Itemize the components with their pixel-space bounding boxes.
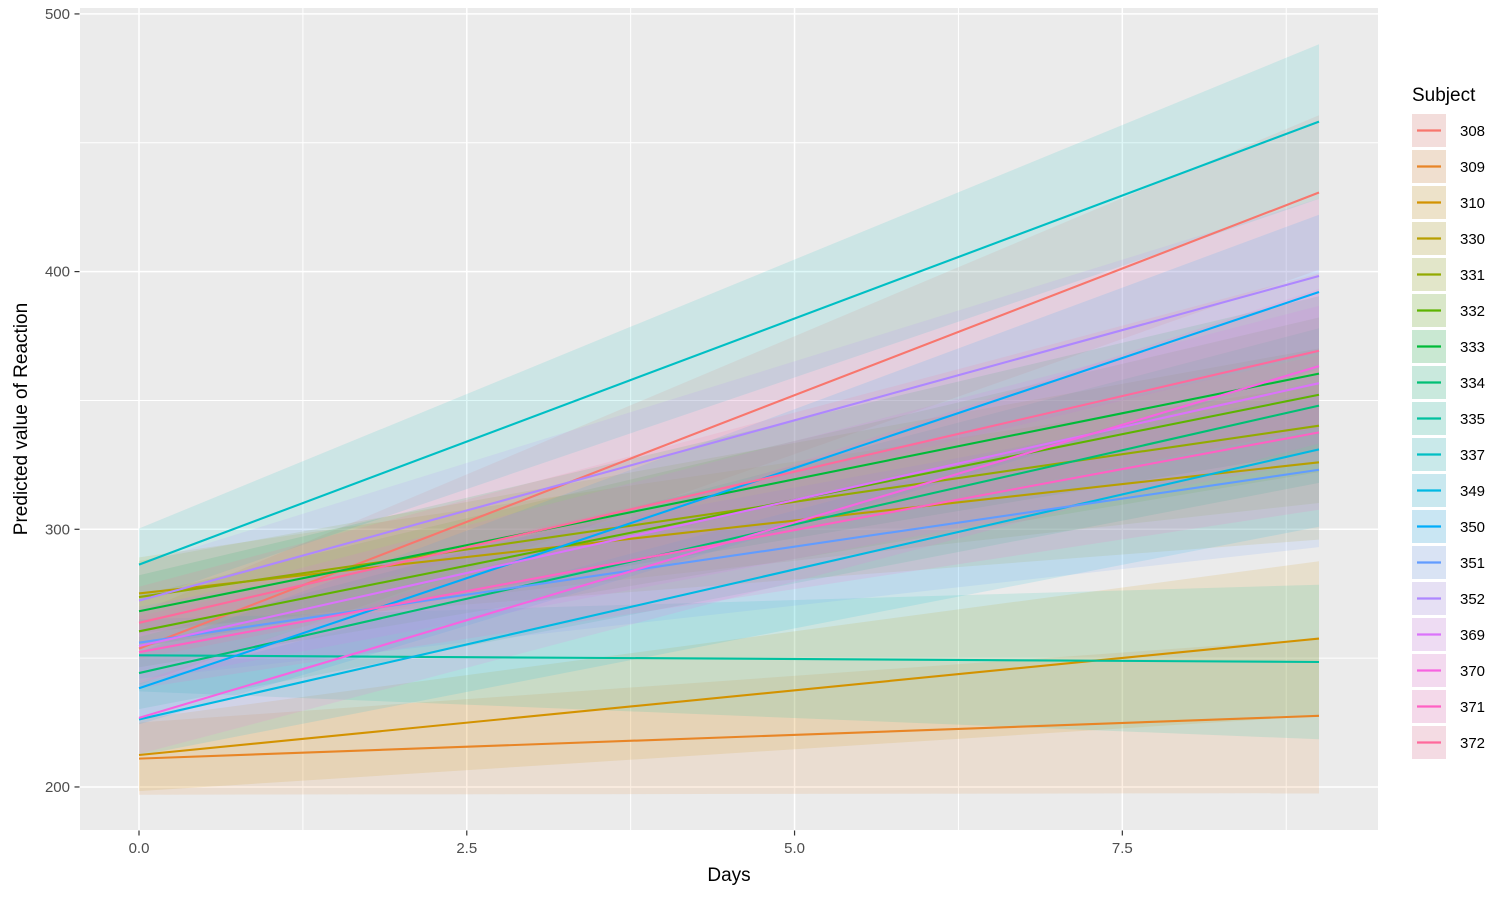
y-tick-label: 200 [45,779,70,796]
legend-item-335: 335 [1412,402,1485,435]
fit-line-subject-349 [138,448,1320,721]
legend-item-310: 310 [1412,186,1485,219]
y-tick-label: 300 [45,521,70,538]
ci-ribbon-370 [139,288,1319,754]
ci-ribbon-337 [139,44,1319,601]
y-axis-title: Predicted value of Reaction [11,303,32,535]
x-tick-label: 7.5 [1112,840,1133,857]
ci-ribbon-310 [139,561,1319,792]
legend-item-label: 349 [1460,483,1485,500]
plot-panel [80,8,1378,830]
y-tick-label: 400 [45,264,70,281]
legend-item-334: 334 [1412,366,1485,399]
legend-item-370: 370 [1412,654,1485,687]
legend-item-351: 351 [1412,546,1485,579]
fit-line-subject-310 [138,637,1320,757]
legend-item-label: 335 [1460,411,1485,428]
fit-line-subject-352 [138,274,1320,602]
ci-ribbon-372 [139,273,1319,659]
legend-item-333: 333 [1412,330,1485,363]
legend-item-309: 309 [1412,150,1485,183]
legend-item-332: 332 [1412,294,1485,327]
ci-ribbon-309 [139,638,1319,795]
legend-item-label: 352 [1460,591,1485,608]
legend-item-369: 369 [1412,618,1485,651]
legend-item-label: 350 [1460,519,1485,536]
legend-item-308: 308 [1412,114,1485,147]
x-tick-label: 2.5 [456,840,477,857]
fit-line-subject-350 [138,290,1320,690]
x-tick-label: 5.0 [784,840,805,857]
ci-ribbon-369 [139,305,1319,683]
legend-item-label: 310 [1460,195,1485,212]
legend-item-label: 309 [1460,159,1485,176]
ci-ribbon-330 [139,385,1319,630]
legend-item-label: 371 [1460,699,1485,716]
fit-line-subject-351 [138,468,1320,644]
legend-item-label: 332 [1460,303,1485,320]
legend-title: Subject [1412,85,1476,106]
fit-line-subject-333 [138,372,1320,613]
legend-item-label: 333 [1460,339,1485,356]
ci-ribbon-371 [139,355,1319,689]
y-tick-label: 500 [45,6,70,23]
fit-line-subject-331 [138,424,1320,599]
fit-line-subject-372 [138,349,1320,624]
fit-line-subject-369 [138,382,1320,648]
ci-ribbon-335 [139,584,1319,740]
ci-ribbon-334 [139,328,1319,710]
legend-item-label: 372 [1460,735,1485,752]
legend-item-label: 308 [1460,123,1485,140]
legend-item-label: 334 [1460,375,1485,392]
fit-line-subject-309 [138,714,1320,760]
ci-ribbon-333 [139,296,1319,648]
x-tick-label: 0.0 [129,840,150,857]
legend-item-349: 349 [1412,474,1485,507]
fit-line-subject-332 [138,393,1320,633]
legend-item-331: 331 [1412,258,1485,291]
legend-item-label: 337 [1460,447,1485,464]
legend: 308 309 310 330 331 332 333 334 335 337 349 350 351 3… [1412,114,1485,759]
x-axis-title: Days [707,865,750,886]
fit-line-subject-334 [138,404,1320,675]
legend-item-372: 372 [1412,726,1485,759]
legend-item-label: 331 [1460,267,1485,284]
ci-ribbon-308 [139,115,1319,685]
legend-item-label: 351 [1460,555,1485,572]
ci-ribbon-352 [139,198,1319,637]
legend-item-350: 350 [1412,510,1485,543]
fit-line-subject-335 [138,654,1320,664]
fit-line-subject-337 [138,120,1320,566]
legend-item-371: 371 [1412,690,1485,723]
legend-item-337: 337 [1412,438,1485,471]
legend-item-330: 330 [1412,222,1485,255]
axes: 0.0 2.5 5.0 7.5 200 300 400 500 [45,6,1133,857]
legend-item-label: 330 [1460,231,1485,248]
fit-line-subject-371 [138,431,1320,654]
legend-item-label: 370 [1460,663,1485,680]
legend-item-label: 369 [1460,627,1485,644]
legend-item-352: 352 [1412,582,1485,615]
